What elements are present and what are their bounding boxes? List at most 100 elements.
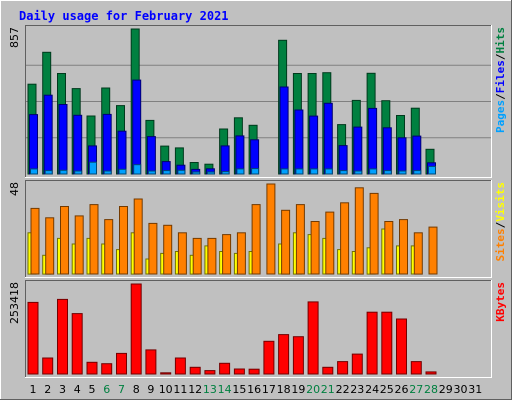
kbytes-max-label: 253418 [8, 282, 21, 324]
day-label-18: 18 [277, 383, 291, 396]
legend-separator: / [494, 53, 507, 60]
visits-sites-legend-text: Sites/Visits [494, 182, 507, 262]
bar-sites-day-23 [354, 187, 364, 275]
day-label-9: 9 [147, 383, 154, 396]
day-label-11: 11 [173, 383, 187, 396]
bar-kbytes-day-28 [425, 371, 437, 375]
bar-kbytes-day-20 [307, 301, 319, 375]
bar-pages-day-7 [118, 168, 127, 175]
bar-kbytes-day-5 [86, 361, 98, 375]
day-label-6: 6 [103, 383, 110, 396]
day-label-21: 21 [321, 383, 335, 396]
day-label-13: 13 [203, 383, 217, 396]
hits-files-pages-legend: Pages/Files/Hits [494, 27, 507, 133]
bar-pages-day-27 [413, 170, 422, 175]
legend-hits: Hits [494, 27, 507, 54]
day-label-24: 24 [365, 383, 379, 396]
bar-files-day-8 [132, 79, 142, 175]
bar-kbytes-day-7 [116, 352, 127, 375]
bar-pages-day-26 [398, 170, 407, 175]
bar-sites-day-26 [399, 219, 408, 275]
bar-pages-day-1 [30, 168, 38, 175]
day-label-25: 25 [380, 383, 394, 396]
bar-kbytes-day-4 [71, 313, 83, 375]
bar-pages-day-22 [339, 170, 348, 175]
bar-pages-day-5 [89, 161, 97, 175]
bar-files-day-22 [338, 145, 348, 175]
bar-files-day-15 [235, 135, 245, 175]
bar-kbytes-day-18 [278, 334, 290, 375]
bar-pages-day-28 [428, 165, 436, 175]
bar-sites-day-18 [281, 209, 291, 275]
day-label-28: 28 [424, 383, 438, 396]
bar-files-day-14 [220, 145, 230, 175]
bar-files-day-18 [279, 86, 289, 175]
bar-kbytes-day-3 [57, 298, 68, 375]
hits-files-pages-max-label: 857 [8, 27, 21, 48]
legend-pages: Pages [494, 100, 507, 133]
bar-pages-day-13 [206, 171, 215, 175]
bar-sites-day-9 [148, 222, 158, 275]
day-label-10: 10 [159, 383, 173, 396]
bar-files-day-7 [117, 130, 127, 175]
bar-sites-day-3 [60, 206, 69, 275]
bar-kbytes-day-12 [189, 366, 201, 375]
visits-sites-panel: 48 Sites/Visits [8, 180, 507, 278]
bar-sites-day-15 [236, 232, 246, 275]
bar-kbytes-day-19 [292, 336, 304, 375]
day-label-12: 12 [188, 383, 202, 396]
day-label-5: 5 [89, 383, 96, 396]
bar-sites-day-13 [207, 237, 217, 275]
bar-kbytes-day-1 [27, 301, 39, 375]
bar-kbytes-day-17 [263, 340, 275, 375]
bar-pages-day-3 [59, 169, 68, 175]
day-label-8: 8 [133, 383, 140, 396]
bar-files-day-27 [412, 135, 422, 175]
day-label-23: 23 [350, 383, 364, 396]
day-label-30: 30 [454, 383, 468, 396]
bar-kbytes-day-24 [366, 311, 378, 375]
bar-sites-day-28 [428, 226, 438, 275]
kbytes-legend: KBytes [494, 282, 507, 322]
chart-title: Daily usage for February 2021 [19, 9, 229, 23]
legend-sites: Sites [494, 228, 507, 261]
legend-visits: Visits [494, 182, 507, 222]
bar-files-day-1 [29, 114, 38, 175]
bar-sites-day-4 [74, 215, 84, 275]
bar-kbytes-day-21 [322, 366, 334, 375]
hits-files-pages-legend-text: Pages/Files/Hits [494, 27, 507, 133]
bar-pages-day-24 [369, 168, 378, 175]
bar-files-day-24 [368, 107, 378, 175]
bar-kbytes-day-10 [160, 372, 172, 375]
day-label-19: 19 [291, 383, 305, 396]
legend-kbytes: KBytes [494, 282, 507, 322]
bar-pages-day-9 [147, 170, 156, 175]
bar-sites-day-25 [384, 221, 394, 275]
bar-files-day-26 [397, 137, 407, 175]
bar-pages-day-12 [192, 171, 201, 175]
kbytes-legend-text: KBytes [494, 282, 507, 322]
bar-sites-day-10 [163, 224, 173, 275]
bar-sites-day-14 [222, 234, 232, 275]
bar-sites-day-24 [369, 192, 379, 275]
bar-files-day-21 [323, 102, 333, 175]
bar-sites-day-6 [104, 219, 114, 275]
day-label-20: 20 [306, 383, 320, 396]
bar-sites-day-27 [413, 232, 423, 275]
day-label-3: 3 [59, 383, 66, 396]
bar-sites-day-16 [251, 204, 261, 275]
bar-files-day-4 [73, 114, 83, 175]
bar-pages-day-10 [162, 170, 171, 175]
day-label-29: 29 [439, 383, 453, 396]
bar-pages-day-20 [310, 168, 319, 175]
visits-sites-legend: Sites/Visits [494, 182, 507, 262]
bar-pages-day-14 [221, 171, 230, 175]
bar-files-day-2 [43, 94, 53, 175]
bar-sites-day-1 [30, 207, 40, 275]
visits-sites-max-label: 48 [8, 182, 21, 196]
bar-files-day-19 [294, 109, 304, 175]
bar-pages-day-2 [44, 170, 53, 175]
bar-kbytes-day-9 [145, 349, 157, 375]
bar-pages-day-6 [103, 170, 112, 175]
